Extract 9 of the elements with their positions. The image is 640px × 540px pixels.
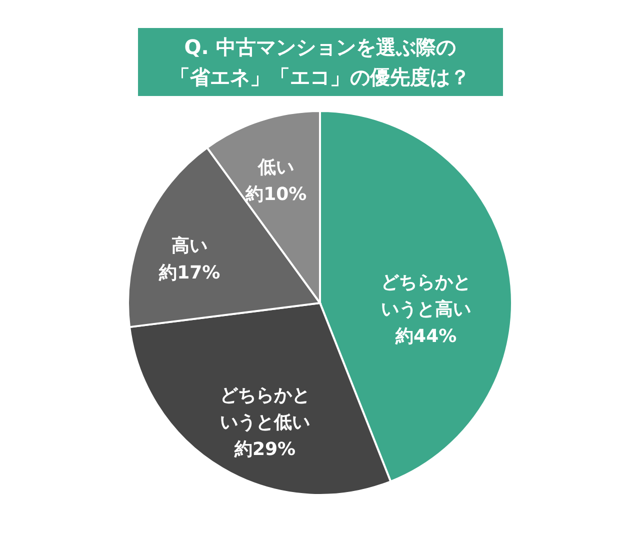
chart-title: Q. 中古マンションを選ぶ際の「省エネ」「エコ」の優先度は？ xyxy=(138,28,502,96)
slice-label: 高い xyxy=(172,236,208,257)
data-label: 約17% xyxy=(158,262,220,284)
slice-label: どちらかというと高い xyxy=(381,272,472,320)
slice-label: 低い xyxy=(257,156,294,178)
data-label: 約10% xyxy=(244,184,307,205)
data-label: 約29% xyxy=(233,438,296,460)
slice-label: どちらかというと低い xyxy=(220,384,310,433)
data-label: 約44% xyxy=(394,326,457,347)
